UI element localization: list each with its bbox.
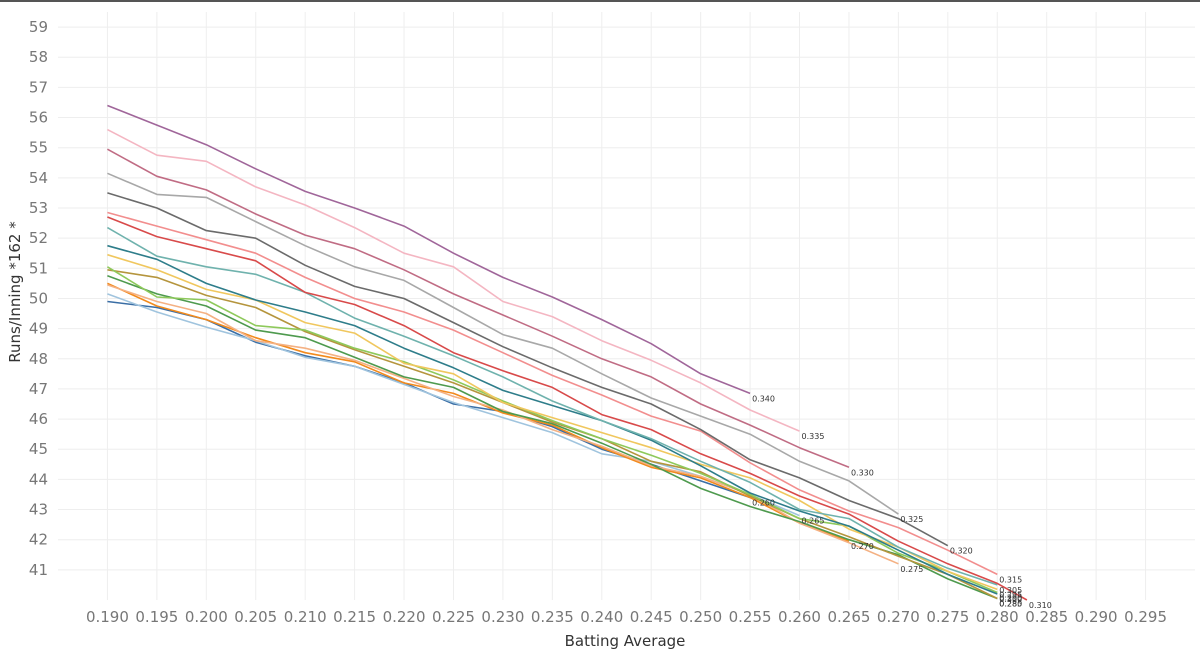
series-line-0-280	[107, 275, 998, 600]
x-tick-label: 0.220	[383, 608, 426, 626]
x-tick-label: 0.195	[135, 608, 178, 626]
x-tick-label: 0.275	[926, 608, 969, 626]
series-end-label: 0.305	[999, 586, 1022, 595]
gridlines	[58, 12, 1195, 600]
y-tick-label: 53	[29, 199, 48, 217]
x-tick-label: 0.265	[827, 608, 870, 626]
series-line-0-285	[107, 269, 998, 600]
series-line-0-310	[107, 216, 1028, 601]
series-end-label: 0.310	[1029, 601, 1052, 610]
series-line-0-300	[107, 244, 998, 595]
series-end-label: 0.295	[999, 590, 1022, 599]
y-tick-label: 59	[29, 18, 48, 36]
y-tick-label: 54	[29, 169, 48, 187]
x-tick-label: 0.295	[1124, 608, 1167, 626]
x-tick-label: 0.290	[1075, 608, 1118, 626]
x-tick-label: 0.235	[531, 608, 574, 626]
y-tick-label: 50	[29, 289, 48, 307]
x-tick-label: 0.280	[976, 608, 1019, 626]
x-tick-label: 0.240	[580, 608, 623, 626]
series-line-0-330	[107, 148, 850, 469]
series-end-label: 0.315	[999, 575, 1022, 584]
series-end-label: 0.330	[851, 468, 874, 477]
series-line-0-320	[107, 192, 949, 547]
series-end-label: 0.300	[999, 595, 1022, 604]
series-end-label: 0.285	[999, 599, 1022, 608]
x-tick-label: 0.200	[185, 608, 228, 626]
series-end-labels: 0.260 0.265 0.270 0.275 0.2800.2850.2900.295…	[752, 394, 1052, 610]
x-tick-label: 0.190	[86, 608, 129, 626]
y-tick-label: 46	[29, 410, 48, 428]
series-end-label: 0.325	[900, 515, 923, 524]
top-border	[0, 0, 1200, 2]
x-tick-label: 0.205	[234, 608, 277, 626]
y-tick-label: 44	[29, 470, 48, 488]
y-tick-label: 42	[29, 531, 48, 549]
series-lines	[106, 104, 1028, 601]
y-tick-label: 51	[29, 259, 48, 277]
x-tick-label: 0.255	[729, 608, 772, 626]
y-tick-label: 58	[29, 48, 48, 66]
y-tick-label: 52	[29, 229, 48, 247]
x-tick-label: 0.250	[679, 608, 722, 626]
series-end-label: 0.265	[802, 517, 825, 526]
y-axis-title: Runs/Inning *162 *	[6, 221, 24, 363]
series-line-0-265	[107, 293, 800, 517]
y-tick-label: 41	[29, 561, 48, 579]
y-axis-ticks: 41 42 43 44 45 46 47 48 49 50 51 52 53 54 55 56 57 58 59	[29, 18, 48, 579]
y-tick-label: 48	[29, 350, 48, 368]
y-tick-label: 45	[29, 440, 48, 458]
series-line-0-335	[107, 128, 800, 432]
series-line-0-315	[107, 211, 998, 576]
series-end-label: 0.320	[950, 547, 973, 556]
x-tick-label: 0.285	[1025, 608, 1068, 626]
y-tick-label: 43	[29, 501, 48, 519]
y-tick-label: 55	[29, 139, 48, 157]
x-tick-label: 0.210	[284, 608, 327, 626]
series-line-0-340	[107, 104, 751, 395]
y-tick-label: 57	[29, 78, 48, 96]
x-axis-title: Batting Average	[565, 632, 686, 650]
series-end-label: 0.280	[999, 599, 1022, 608]
series-line-0-325	[107, 172, 899, 515]
x-tick-label: 0.230	[481, 608, 524, 626]
y-tick-label: 49	[29, 320, 48, 338]
x-tick-label: 0.225	[432, 608, 475, 626]
y-tick-label: 56	[29, 109, 48, 127]
x-axis-ticks: 0.190 0.195 0.200 0.205 0.210 0.215 0.220 0.225…	[86, 608, 1167, 626]
x-tick-label: 0.260	[778, 608, 821, 626]
x-tick-label: 0.245	[630, 608, 673, 626]
x-tick-label: 0.270	[877, 608, 920, 626]
series-end-label: 0.335	[802, 432, 825, 441]
series-end-label: 0.340	[752, 394, 775, 403]
series-line-0-305	[106, 226, 998, 586]
x-tick-label: 0.215	[333, 608, 376, 626]
series-end-label: 0.290	[999, 593, 1022, 602]
series-end-label: 0.270	[851, 542, 874, 551]
series-end-label: 0.260	[752, 498, 775, 507]
series-end-label: 0.275	[900, 565, 923, 574]
y-tick-label: 47	[29, 380, 48, 398]
